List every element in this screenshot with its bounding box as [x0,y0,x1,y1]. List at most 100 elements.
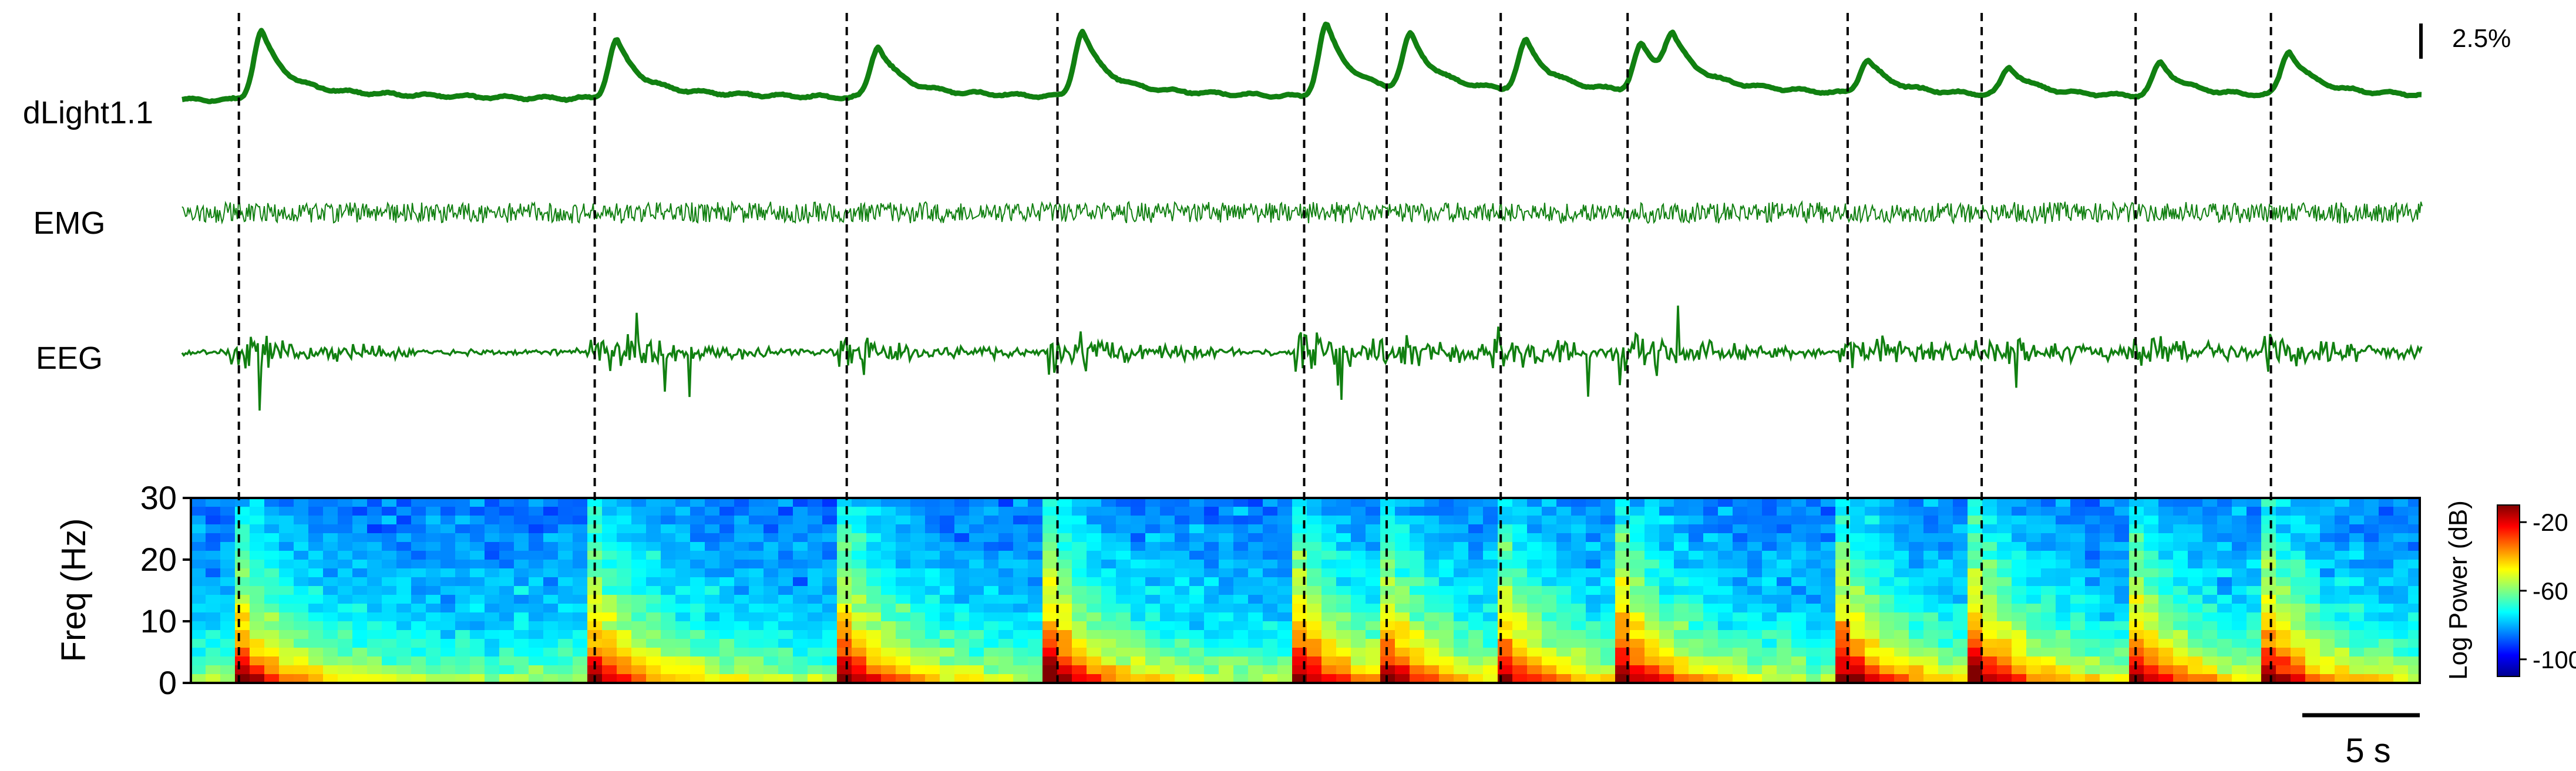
spectrogram-cell [1483,577,1498,587]
spectrogram-cell [910,612,926,622]
spectrogram-cell [1101,639,1117,648]
spectrogram-cell [1821,630,1836,639]
spectrogram-cell [514,630,529,639]
spectrogram-cell [1542,612,1557,622]
spectrogram-cell [1674,533,1689,543]
spectrogram-cell [2349,674,2365,683]
spectrogram-cell [734,586,749,595]
spectrogram-cell [954,604,970,613]
spectrogram-cell [984,674,999,683]
spectrogram-cell [2012,604,2027,613]
spectrogram-cell [543,498,559,507]
spectrogram-cell [1233,595,1249,604]
spectrogram-cell [235,586,250,595]
spectrogram-cell [749,630,764,639]
spectrogram-cell [1909,533,1924,543]
spectrogram-cell [2349,630,2365,639]
spectrogram-cell [1762,507,1777,516]
spectrogram-cell [2305,612,2321,622]
spectrogram-cell [969,621,984,631]
spectrogram-cell [485,621,500,631]
spectrogram-cell [573,560,588,569]
spectrogram-cell [1263,560,1278,569]
spectrogram-cell [1145,621,1161,631]
spectrogram-cell [1219,665,1234,675]
spectrogram-cell [2158,551,2174,560]
spectrogram-cell [1718,560,1733,569]
spectrogram-cell [1542,665,1557,675]
spectrogram-cell [1777,639,1792,648]
spectrogram-cell [1645,674,1660,683]
spectrogram-cell [264,516,280,525]
spectrogram-cell [1116,542,1131,551]
spectrogram-cell [1468,665,1484,675]
spectrogram-cell [1101,665,1117,675]
spectrogram-cell [1410,507,1425,516]
spectrogram-cell [235,542,250,551]
spectrogram-cell [1586,507,1601,516]
spectrogram-cell [2012,630,2027,639]
spectrogram-cell [1424,621,1440,631]
spectrogram-cell [1806,674,1821,683]
spectrogram-cell [866,498,882,507]
spectrogram-cell [1468,586,1484,595]
spectrogram-cell [1733,551,1748,560]
spectrogram-cell [499,604,514,613]
spectrogram-cell [1762,604,1777,613]
spectrogram-cell [2012,551,2027,560]
spectrogram-cell [1204,560,1219,569]
spectrogram-cell [1850,507,1865,516]
spectrogram-cell [1410,498,1425,507]
spectrogram-cell [896,604,911,613]
spectrogram-cell [1762,674,1777,683]
spectrogram-cell [294,533,309,543]
spectrogram-cell [1454,524,1469,534]
spectrogram-cell [631,595,647,604]
spectrogram-cell [837,595,852,604]
spectrogram-cell [1556,524,1572,534]
spectrogram-cell [1395,630,1410,639]
spectrogram-cell [1556,551,1572,560]
spectrogram-cell [1263,551,1278,560]
spectrogram-cell [573,665,588,675]
spectrogram-cell [2129,665,2144,675]
spectrogram-cell [1806,533,1821,543]
spectrogram-cell [1101,551,1117,560]
spectrogram-cell [1087,674,1102,683]
spectrogram-cell [749,568,764,578]
spectrogram-cell [1204,595,1219,604]
spectrogram-cell [2202,524,2218,534]
spectrogram-cell [822,524,838,534]
spectrogram-cell [764,507,779,516]
spectrogram-cell [2188,551,2203,560]
spectrogram-cell [1512,621,1528,631]
spectrogram-cell [1689,604,1704,613]
spectrogram-cell [470,533,485,543]
spectrogram-cell [675,507,691,516]
spectrogram-cell [2041,524,2056,534]
spectrogram-cell [1571,568,1586,578]
spectrogram-cell [734,507,749,516]
spectrogram-cell [1703,568,1719,578]
spectrogram-cell [1366,648,1381,657]
spectrogram-cell [2232,586,2247,595]
spectrogram-cell [2408,612,2420,622]
spectrogram-cell [1571,656,1586,666]
spectrogram-cell [1042,577,1058,587]
spectrogram-cell [1674,595,1689,604]
spectrogram-cell [1689,586,1704,595]
spectrogram-cell [646,507,661,516]
spectrogram-cell [455,595,470,604]
spectrogram-cell [998,568,1014,578]
spectrogram-cell [220,551,236,560]
spectrogram-cell [2261,551,2276,560]
spectrogram-cell [308,621,324,631]
spectrogram-cell [661,630,676,639]
spectrogram-cell [1042,656,1058,666]
spectrogram-cell [764,648,779,657]
spectrogram-cell [1953,639,1968,648]
spectrogram-cell [2114,516,2130,525]
spectrogram-cell [529,542,544,551]
spectrogram-cell [1791,630,1807,639]
spectrogram-cell [2202,621,2218,631]
